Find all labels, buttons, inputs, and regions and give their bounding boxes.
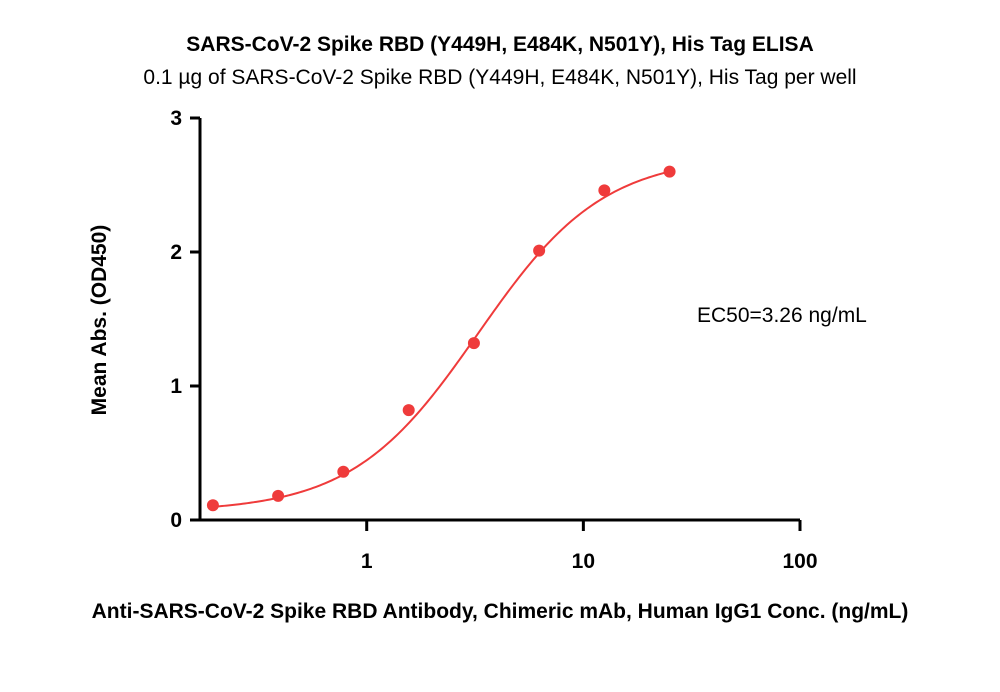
- x-axis-label: Anti-SARS-CoV-2 Spike RBD Antibody, Chim…: [91, 600, 909, 623]
- data-point: [402, 404, 415, 417]
- x-tick-label: 100: [782, 550, 817, 573]
- data-point: [533, 244, 546, 257]
- y-tick-label: 1: [170, 375, 182, 398]
- data-point: [206, 499, 219, 512]
- chart-subtitle: 0.1 µg of SARS-CoV-2 Spike RBD (Y449H, E…: [143, 66, 857, 89]
- data-point: [598, 184, 611, 197]
- ec50-annotation: EC50=3.26 ng/mL: [697, 304, 867, 327]
- data-point: [337, 465, 350, 478]
- data-point: [663, 165, 676, 178]
- data-point: [272, 489, 285, 502]
- y-tick-label: 3: [170, 107, 182, 130]
- x-tick-label: 10: [572, 550, 595, 573]
- y-tick-label: 2: [170, 241, 182, 264]
- fit-curve: [212, 170, 670, 508]
- x-tick-label: 1: [361, 550, 373, 573]
- chart-title: SARS-CoV-2 Spike RBD (Y449H, E484K, N501…: [186, 33, 814, 56]
- y-tick-label: 0: [170, 509, 182, 532]
- data-point: [467, 337, 480, 350]
